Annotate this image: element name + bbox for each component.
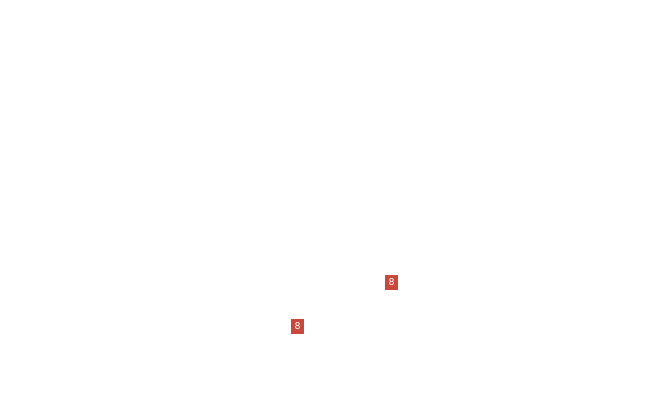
- count-badge[interactable]: 8: [291, 319, 304, 334]
- count-badge[interactable]: 8: [385, 275, 398, 290]
